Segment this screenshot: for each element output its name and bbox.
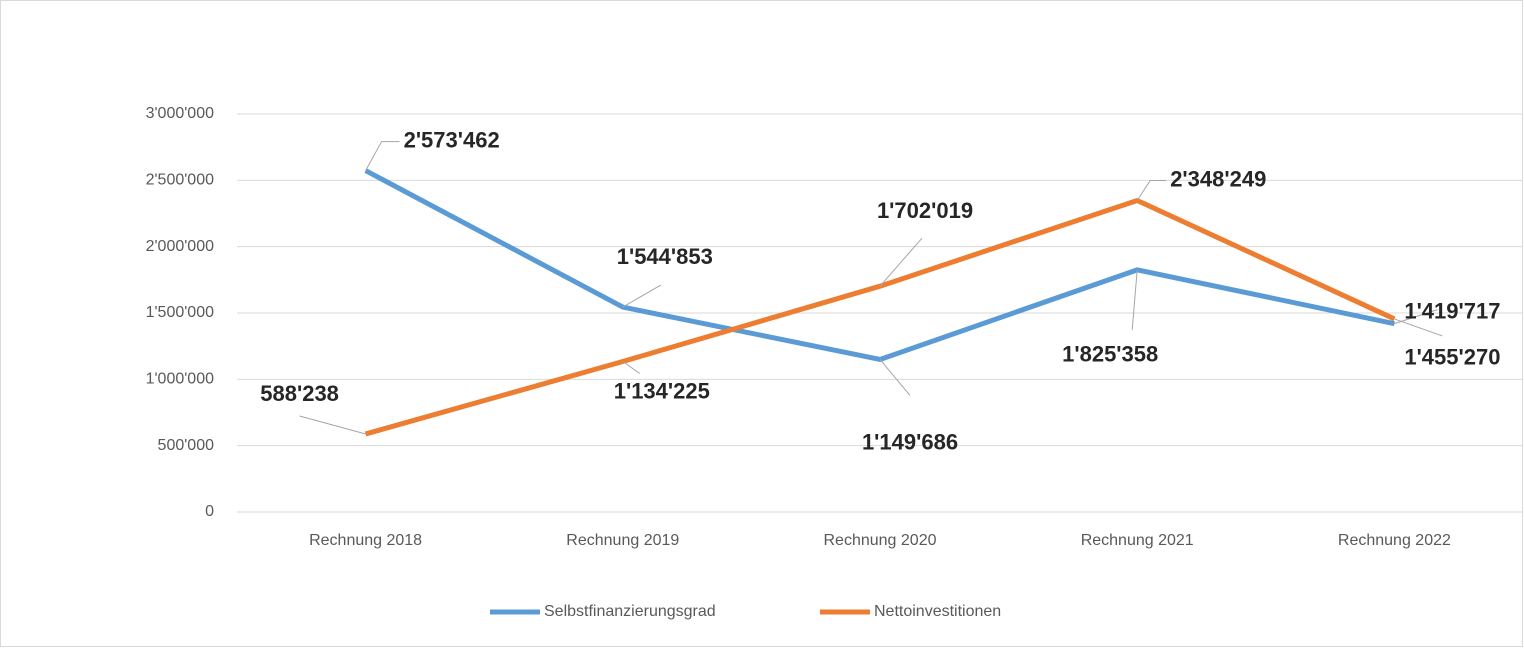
- leader-line: [622, 284, 662, 308]
- data-label: 1'825'358: [1062, 342, 1158, 367]
- data-label: 1'149'686: [862, 429, 958, 454]
- y-tick-label: 2'500'000: [146, 172, 215, 189]
- data-label: 1'455'270: [1404, 345, 1500, 370]
- data-label: 588'238: [260, 381, 339, 406]
- legend-label: Nettoinvestitionen: [874, 603, 1001, 620]
- leader-line: [879, 237, 923, 287]
- y-tick-label: 0: [205, 503, 214, 520]
- data-label: 1'134'225: [614, 378, 710, 403]
- data-label: 1'419'717: [1404, 298, 1500, 323]
- x-tick-label: Rechnung 2019: [566, 532, 679, 549]
- x-tick-label: Rechnung 2021: [1081, 532, 1194, 549]
- x-tick-label: Rechnung 2022: [1338, 532, 1451, 549]
- series-line: [364, 197, 1396, 437]
- leader-line: [622, 361, 641, 374]
- y-tick-label: 2'000'000: [146, 238, 215, 255]
- y-tick-label: 1'000'000: [146, 371, 215, 388]
- y-tick-label: 1'500'000: [146, 304, 215, 321]
- data-label: 1'544'853: [617, 244, 713, 269]
- y-tick-label: 500'000: [158, 437, 215, 454]
- leader-line: [299, 415, 366, 435]
- data-label: 2'573'462: [404, 127, 500, 152]
- x-tick-label: Rechnung 2020: [824, 532, 937, 549]
- leader-line: [365, 141, 400, 171]
- legend-label: Selbstfinanzierungsgrad: [544, 603, 716, 620]
- y-tick-label: 3'000'000: [146, 105, 215, 122]
- data-label: 1'702'019: [877, 198, 973, 223]
- leader-line: [1136, 179, 1167, 201]
- x-tick-label: Rechnung 2018: [309, 532, 422, 549]
- leader-line: [1131, 269, 1138, 330]
- leader-line: [879, 359, 911, 396]
- leader-line: [1394, 318, 1443, 337]
- data-label: 2'348'249: [1170, 166, 1266, 191]
